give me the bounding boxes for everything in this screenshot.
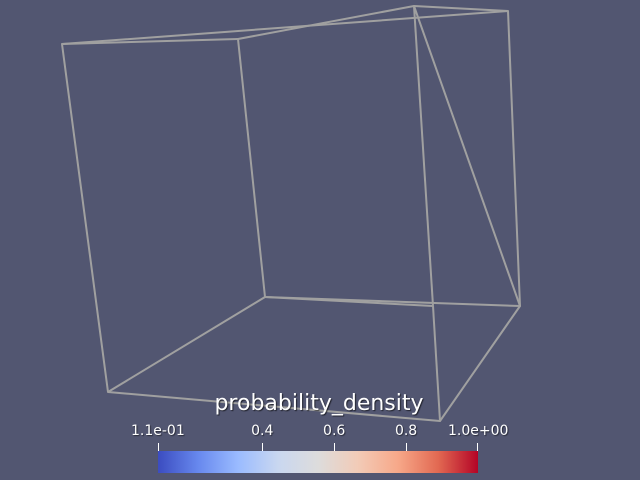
outline-edge-vertical-right [413,5,434,307]
colorbar-tick-mark [158,443,159,451]
colorbar-gradient [158,451,478,473]
outline-front-face [61,10,521,422]
outline-back-face [237,5,521,307]
colorbar-tick-mark [262,443,263,451]
outline-edge-top-right [413,5,509,12]
outline-edge-top-left [61,38,239,45]
colorbar-tick-mark [334,443,335,451]
colorbar-tick-mark [406,443,407,451]
colorbar-tick-label: 0.6 [323,423,346,439]
outline-edge-bottom-left [107,296,266,393]
outline-edge-bottom-mid [432,305,441,422]
colorbar-tick-label: 1.1e-01 [131,423,185,439]
colorbar-tick-label: 0.8 [394,423,418,439]
colorbar-tick-mark [477,443,478,451]
outline-edge-bottom-back [264,296,434,307]
colorbar-title: probability_density [214,391,424,416]
colorbar-tick-label: 0.4 [251,423,274,439]
colorbar-tick-label: 1.0e+00 [448,423,509,439]
